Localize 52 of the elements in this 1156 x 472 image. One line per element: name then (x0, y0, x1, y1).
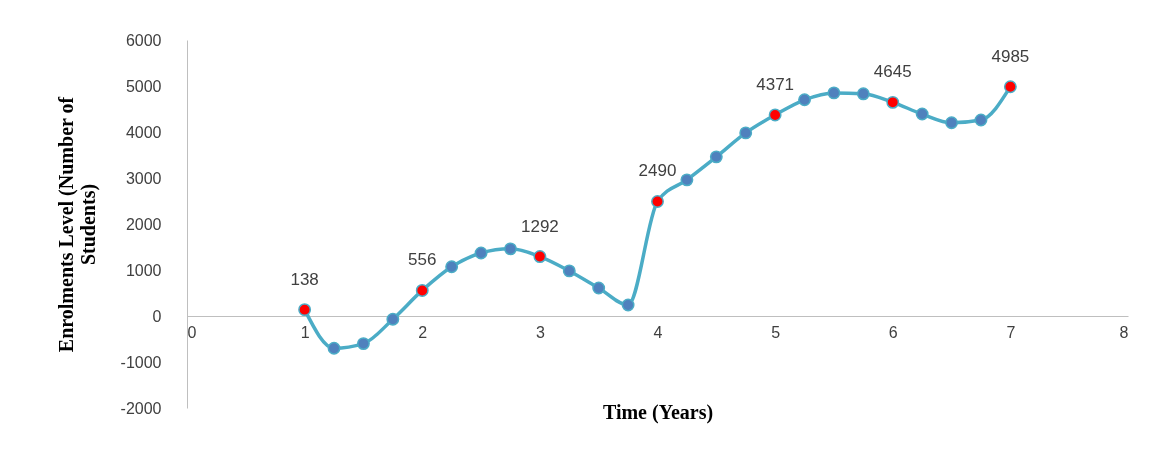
y-tick-label: 6000 (125, 31, 162, 49)
data-label: 4371 (756, 74, 795, 94)
point (445, 260, 459, 274)
y-tick-label: -1000 (120, 353, 162, 371)
x-tick-label: 0 (187, 323, 197, 341)
point (974, 113, 988, 127)
point (651, 195, 664, 208)
point (680, 173, 694, 187)
point (739, 126, 753, 140)
point (945, 116, 959, 130)
point (298, 303, 312, 317)
y-tick-label: 1000 (125, 261, 162, 279)
point (474, 246, 488, 260)
y-axis-title: Enrolments Level (Number of Students) (54, 96, 100, 353)
point (504, 242, 517, 256)
point (327, 341, 341, 355)
point (886, 95, 900, 109)
point (592, 281, 606, 295)
x-tick-label: 8 (1119, 323, 1129, 341)
point (856, 87, 870, 101)
data-label: 4985 (991, 46, 1030, 66)
x-tick-label: 5 (771, 323, 781, 341)
x-tick-label: 4 (653, 323, 663, 341)
x-axis-title: Time (Years) (602, 400, 714, 424)
point (356, 337, 370, 351)
x-tick-label: 6 (888, 323, 898, 341)
data-label: 2490 (638, 161, 677, 181)
y-tick-label: 0 (152, 307, 162, 325)
point (798, 93, 811, 107)
point (1003, 80, 1017, 94)
point (768, 108, 782, 122)
y-tick-label: 4000 (125, 123, 162, 141)
x-tick-label: 1 (300, 323, 310, 341)
x-tick-label: 3 (535, 323, 545, 341)
point (386, 312, 400, 326)
point (533, 250, 547, 264)
y-tick-label: 3000 (125, 169, 162, 187)
point (827, 86, 841, 100)
point (621, 298, 635, 312)
data-label: 4645 (873, 62, 912, 82)
point (709, 150, 723, 164)
point (562, 264, 576, 278)
y-tick-label: -2000 (120, 399, 162, 417)
point (415, 283, 429, 297)
point (915, 107, 929, 121)
data-label: 138 (290, 269, 319, 289)
x-tick-label: 2 (418, 323, 428, 341)
y-tick-label: 2000 (125, 215, 162, 233)
data-label: 556 (408, 250, 437, 270)
y-tick-label: 5000 (125, 77, 162, 95)
x-tick-label: 7 (1006, 323, 1016, 341)
data-label: 1292 (520, 216, 559, 236)
